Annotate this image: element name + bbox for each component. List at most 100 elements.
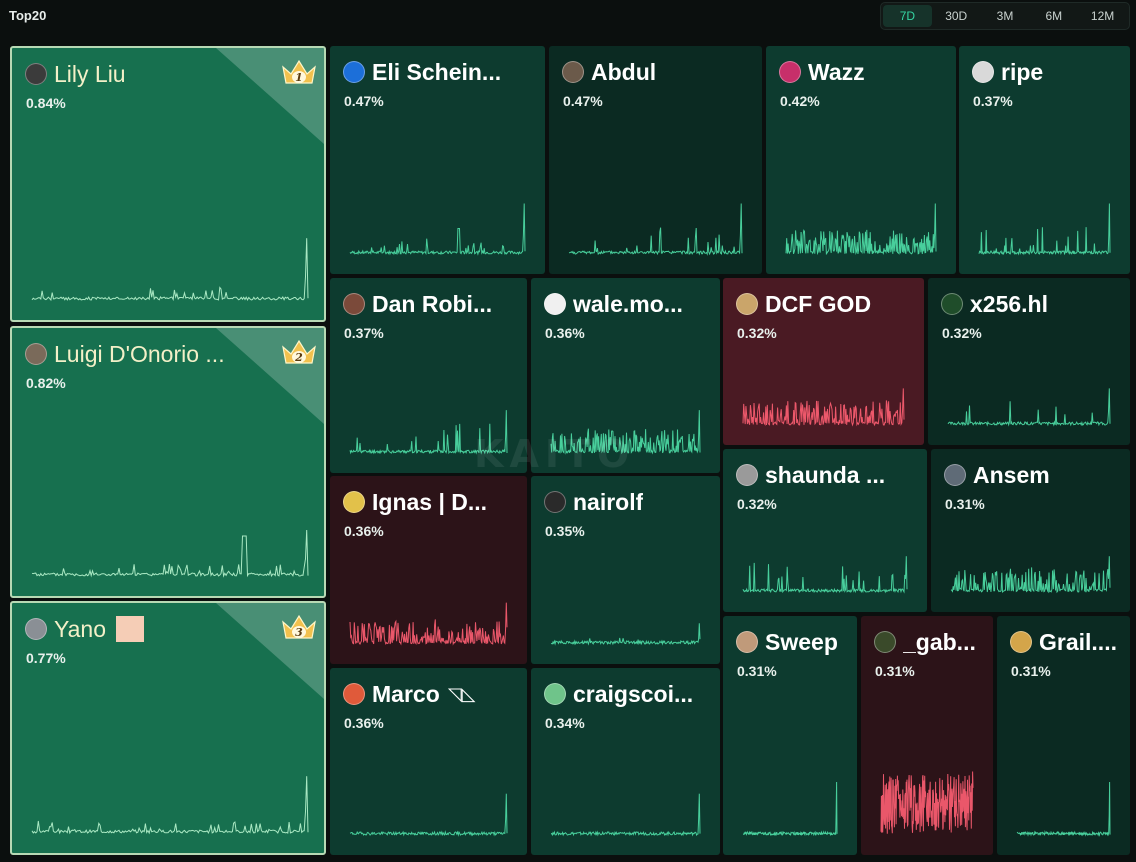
- creator-tile[interactable]: 2 Luigi D'Onorio ... 0.82%: [10, 326, 326, 598]
- creator-name: shaunda ...: [765, 461, 886, 488]
- mindshare-sparkline: [785, 203, 937, 256]
- tile-header: Marco ◹◺: [343, 680, 517, 708]
- avatar: [1010, 631, 1032, 653]
- creator-name: ripe: [1001, 58, 1044, 85]
- mindshare-percent: 0.32%: [737, 325, 777, 341]
- creator-name: Marco: [372, 680, 440, 707]
- creator-name: Ansem: [973, 461, 1050, 488]
- avatar: [736, 464, 758, 486]
- tile-header: Ansem: [944, 461, 1120, 489]
- tile-header: x256.hl: [941, 290, 1120, 318]
- creator-tile[interactable]: Wazz 0.42%: [766, 46, 956, 274]
- range-12m-button[interactable]: 12M: [1090, 9, 1115, 23]
- sparkline-path: [550, 793, 701, 837]
- tile-header: shaunda ...: [736, 461, 917, 489]
- svg-text:1: 1: [295, 71, 303, 84]
- creator-name: Eli Schein...: [372, 58, 502, 85]
- creator-name: Lily Liu: [54, 60, 126, 87]
- mindshare-sparkline: [880, 771, 974, 834]
- creator-name: craigscoi...: [573, 680, 694, 707]
- avatar: [343, 293, 365, 315]
- creator-tile[interactable]: Ansem 0.31%: [931, 449, 1130, 612]
- mindshare-percent: 0.36%: [344, 523, 384, 539]
- creator-tile[interactable]: shaunda ... 0.32%: [723, 449, 927, 612]
- creator-tile[interactable]: Abdul 0.47%: [549, 46, 762, 274]
- creator-name: Dan Robi...: [372, 290, 493, 317]
- creator-tile[interactable]: 3 Yano 0.77%: [10, 601, 326, 855]
- sparkline-path: [742, 556, 908, 594]
- avatar: [562, 61, 584, 83]
- tile-header: nairolf: [544, 488, 710, 516]
- mindshare-percent: 0.31%: [737, 663, 777, 679]
- sparkline-path: [785, 203, 937, 256]
- sparkline-path: [550, 410, 701, 455]
- sparkline-path: [31, 776, 309, 835]
- range-30d-button[interactable]: 30D: [945, 9, 968, 23]
- mindshare-sparkline: [1016, 781, 1111, 837]
- creator-tile[interactable]: wale.mo... 0.36%: [531, 278, 720, 473]
- mindshare-percent: 0.31%: [1011, 663, 1051, 679]
- mindshare-sparkline: [31, 529, 309, 578]
- tile-header: Ignas | D...: [343, 488, 517, 516]
- tile-header: _gab...: [874, 628, 983, 656]
- avatar: [544, 683, 566, 705]
- mindshare-percent: 0.84%: [26, 95, 66, 111]
- creator-tile[interactable]: Grail.... 0.31%: [997, 616, 1130, 855]
- creator-tile[interactable]: craigscoi... 0.34%: [531, 668, 720, 855]
- mindshare-percent: 0.36%: [344, 715, 384, 731]
- mindshare-sparkline: [349, 793, 508, 837]
- creator-tile[interactable]: Eli Schein... 0.47%: [330, 46, 545, 274]
- range-7d-button[interactable]: 7D: [883, 5, 932, 27]
- sparkline-path: [950, 556, 1111, 594]
- tile-header: Eli Schein...: [343, 58, 535, 86]
- mindshare-percent: 0.37%: [344, 325, 384, 341]
- mindshare-percent: 0.37%: [973, 93, 1013, 109]
- avatar: [343, 491, 365, 513]
- avatar: [874, 631, 896, 653]
- creator-tile[interactable]: 1 Lily Liu 0.84%: [10, 46, 326, 322]
- range-3m-button[interactable]: 3M: [996, 9, 1014, 23]
- avatar: [25, 63, 47, 85]
- creator-tile[interactable]: Sweep 0.31%: [723, 616, 857, 855]
- sparkline-path: [1016, 781, 1111, 837]
- creator-name: Grail....: [1039, 628, 1117, 655]
- mindshare-percent: 0.31%: [945, 496, 985, 512]
- creator-tile[interactable]: ripe 0.37%: [959, 46, 1130, 274]
- mindshare-sparkline: [349, 410, 508, 455]
- creator-tile[interactable]: Marco ◹◺ 0.36%: [330, 668, 527, 855]
- mindshare-sparkline: [742, 556, 908, 594]
- tile-header: DCF GOD: [736, 290, 914, 318]
- creator-tile[interactable]: x256.hl 0.32%: [928, 278, 1130, 445]
- sparkline-path: [742, 388, 905, 427]
- mindshare-sparkline: [978, 203, 1111, 256]
- creator-name: Yano: [54, 615, 107, 642]
- creator-tile[interactable]: _gab... 0.31%: [861, 616, 993, 855]
- creator-tile[interactable]: Ignas | D... 0.36%: [330, 476, 527, 664]
- mindshare-percent: 0.31%: [875, 663, 915, 679]
- crown-icon: 3: [280, 612, 318, 642]
- tile-header: Dan Robi...: [343, 290, 517, 318]
- avatar: [736, 631, 758, 653]
- page-title: Top20: [9, 8, 47, 23]
- mindshare-percent: 0.35%: [545, 523, 585, 539]
- creator-tile[interactable]: nairolf 0.35%: [531, 476, 720, 664]
- creator-tile[interactable]: DCF GOD 0.32%: [723, 278, 924, 445]
- tile-header: Lily Liu: [25, 60, 314, 88]
- creator-name: Luigi D'Onorio ...: [54, 340, 225, 367]
- tile-header: Wazz: [779, 58, 946, 86]
- avatar: [343, 61, 365, 83]
- sparkline-path: [349, 602, 508, 646]
- creator-name: Abdul: [591, 58, 657, 85]
- avatar: [972, 61, 994, 83]
- avatar: [944, 464, 966, 486]
- range-6m-button[interactable]: 6M: [1045, 9, 1063, 23]
- mindshare-sparkline: [31, 776, 309, 835]
- creator-name: Sweep: [765, 628, 838, 655]
- tile-header: Yano: [25, 615, 314, 643]
- mindshare-percent: 0.32%: [942, 325, 982, 341]
- creator-tile[interactable]: Dan Robi... 0.37%: [330, 278, 527, 473]
- tile-header: Luigi D'Onorio ...: [25, 340, 314, 368]
- sparkline-path: [568, 203, 743, 256]
- sparkline-path: [880, 771, 974, 834]
- mindshare-percent: 0.47%: [344, 93, 384, 109]
